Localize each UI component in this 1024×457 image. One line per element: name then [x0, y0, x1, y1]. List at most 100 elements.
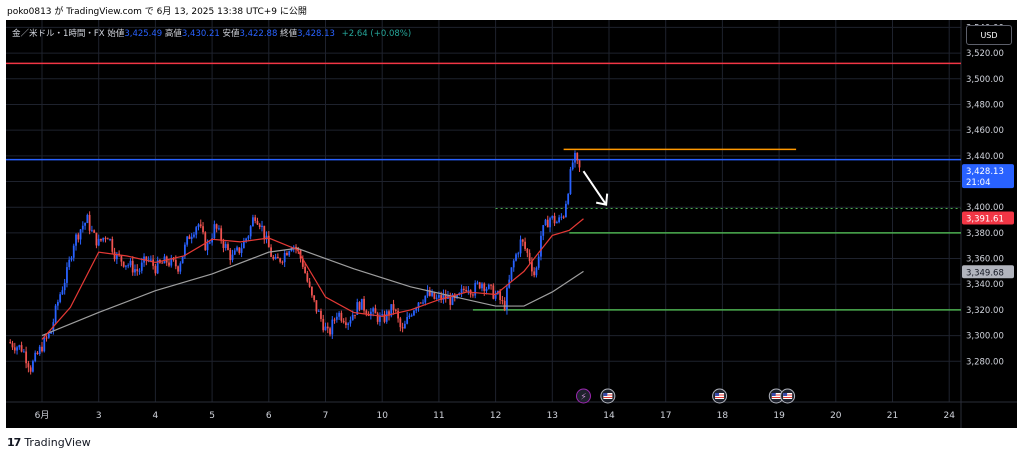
candle-body — [363, 298, 365, 311]
candle-body — [279, 258, 282, 262]
candle-body — [524, 241, 526, 249]
candle-body — [503, 300, 506, 310]
candle-body — [521, 239, 524, 242]
y-tick-label: 3,460.00 — [966, 126, 1004, 136]
candle-body — [331, 319, 334, 335]
candle-body — [485, 288, 488, 292]
x-tick-label: 7 — [323, 411, 329, 421]
candle-body — [252, 217, 254, 227]
chart-frame[interactable]: 3,280.00 3,300.00 3,320.00 3,340.00 3,360.00… — [6, 20, 1017, 428]
candle-body — [456, 295, 458, 299]
candle-body — [131, 260, 134, 273]
candle-body — [47, 333, 50, 338]
candle-body — [326, 326, 329, 329]
candle-body — [549, 218, 551, 228]
candle-body — [134, 269, 136, 273]
candle-body — [111, 238, 114, 252]
candle-body — [106, 238, 109, 240]
candle-body — [45, 337, 48, 339]
candle-body — [369, 311, 372, 316]
symbol-name: 金／米ドル・1時間・FX — [12, 29, 105, 39]
candle-body — [281, 261, 284, 263]
candle-body — [379, 315, 381, 322]
candle-body — [68, 259, 71, 268]
candle-body — [474, 283, 477, 296]
candle-body — [428, 290, 431, 296]
candle-body — [530, 261, 533, 272]
candle-body — [372, 308, 375, 312]
candle-body — [506, 287, 508, 310]
candle-body — [295, 246, 297, 249]
candle-body — [245, 238, 248, 241]
x-tick-label: 14 — [603, 411, 615, 421]
candle-body — [340, 312, 343, 321]
candle-body — [546, 219, 549, 228]
candle-body — [451, 294, 454, 305]
candle-body — [154, 265, 157, 274]
candle-body — [120, 255, 123, 262]
candle-body — [408, 315, 411, 318]
price-chart[interactable]: 3,280.00 3,300.00 3,320.00 3,340.00 3,360.00… — [6, 20, 1017, 428]
price-label-bg — [962, 164, 1014, 189]
candle-body — [211, 238, 213, 243]
candle-body — [472, 294, 474, 296]
candle-body — [558, 217, 561, 223]
candle-body — [81, 225, 84, 230]
candle-body — [222, 240, 225, 248]
tradingview-logo-icon: 17 — [7, 436, 21, 449]
flag-canton — [603, 393, 608, 396]
lightning-glyph: ⚡ — [580, 393, 586, 403]
candle-body — [109, 238, 111, 240]
candle-body — [170, 257, 173, 266]
candle-body — [383, 314, 386, 322]
symbol-legend: 金／米ドル・1時間・FX 始値3,425.49 高値3,430.21 安値3,4… — [12, 27, 411, 39]
publish-header: poko0813 が TradingView.com で 6月 13, 2025… — [0, 0, 1024, 20]
candle-body — [365, 310, 368, 314]
candle-body — [86, 214, 89, 224]
candle-body — [249, 226, 252, 237]
candle-body — [11, 343, 14, 348]
candle-body — [27, 363, 30, 368]
close-value: 3,428.13 — [297, 29, 335, 39]
candle-body — [310, 286, 313, 296]
candle-body — [381, 314, 384, 316]
candle-body — [272, 256, 275, 259]
candle-body — [385, 311, 388, 322]
flag-body — [603, 393, 613, 399]
candle-body — [333, 319, 336, 321]
candle-body — [145, 256, 148, 261]
candle-body — [465, 290, 468, 292]
x-tick-label: 5 — [209, 411, 215, 421]
candle-body — [401, 327, 404, 329]
flag-canton — [783, 393, 788, 396]
candle-body — [161, 262, 164, 264]
candle-body — [36, 352, 39, 355]
candle-body — [168, 262, 170, 266]
candle-body — [240, 248, 243, 253]
candle-body — [565, 203, 567, 218]
footer: 17 TradingView — [7, 436, 91, 449]
candle-body — [70, 257, 73, 260]
x-tick-label: 20 — [830, 411, 842, 421]
price-label: 3,428.13 — [966, 167, 1004, 177]
flag-body — [771, 393, 781, 399]
candle-body — [354, 314, 356, 316]
candle-body — [32, 361, 34, 372]
candle-body — [186, 236, 189, 245]
candle-body — [324, 326, 327, 331]
candle-body — [193, 234, 195, 237]
currency-button[interactable]: USD — [966, 25, 1012, 45]
candle-body — [415, 308, 418, 311]
candle-body — [356, 302, 359, 315]
candle-body — [177, 266, 179, 272]
candle-body — [476, 282, 479, 284]
candle-body — [224, 244, 227, 248]
candle-body — [75, 234, 77, 246]
price-label-countdown: 21:04 — [966, 178, 991, 188]
candle-body — [358, 302, 361, 310]
candle-body — [360, 298, 363, 310]
candle-body — [288, 251, 291, 256]
candle-body — [478, 282, 481, 289]
candle-body — [274, 256, 277, 259]
candle-body — [347, 323, 350, 326]
